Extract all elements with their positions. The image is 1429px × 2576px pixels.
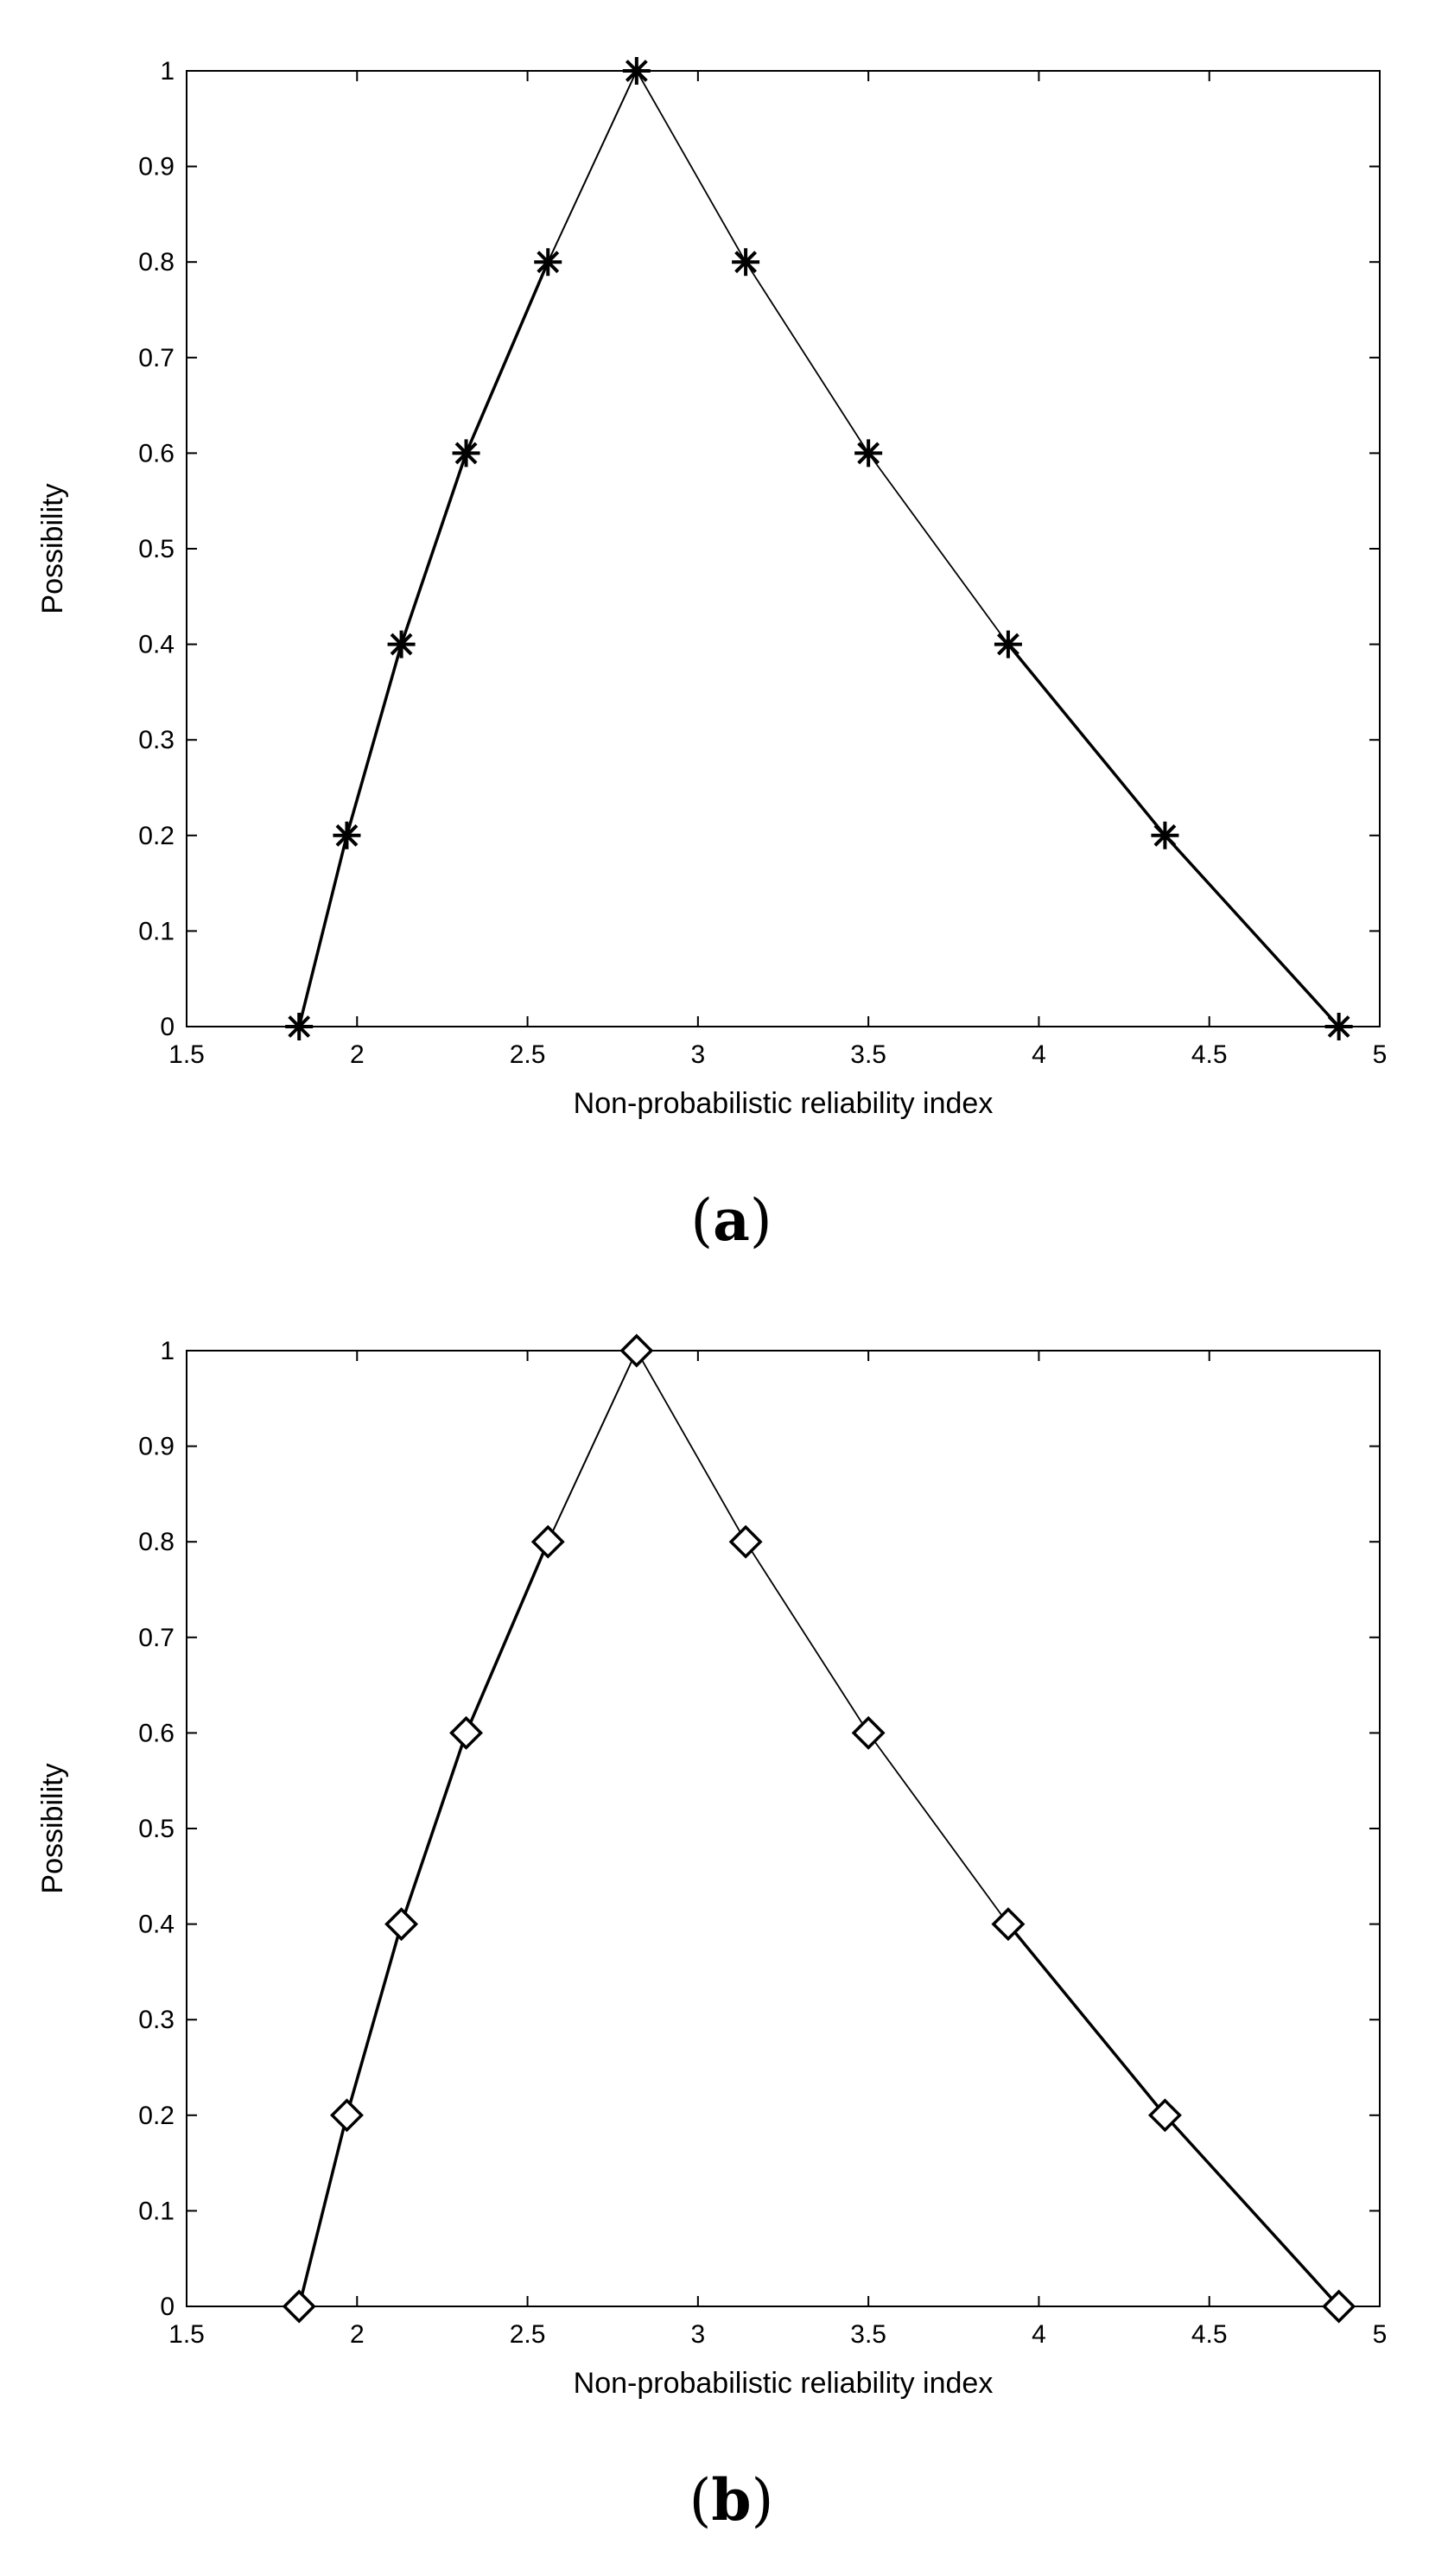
y-axis-title: Possibility [36,1763,69,1893]
y-tick-label: 0 [160,1013,175,1041]
y-tick-label: 0.2 [138,2102,175,2130]
series-segment [345,642,403,837]
x-axis-title: Non-probabilistic reliability index [574,2367,994,2400]
plot-area [186,70,1381,1027]
data-point-asterisk [285,1013,314,1040]
data-point-diamond [530,1524,565,1559]
data-point-asterisk [333,821,361,849]
plot-area [186,1350,1381,2307]
series-segment [547,70,638,264]
data-point-asterisk [1324,1013,1353,1040]
data-point-asterisk [387,630,416,658]
y-tick-label: 0 [160,2293,175,2321]
x-tick-label: 1.5 [168,2320,205,2349]
x-tick-label: 4.5 [1191,1040,1228,1069]
y-axis-title: Possibility [36,483,69,614]
data-point-asterisk [534,248,562,277]
series-segment [297,2114,349,2308]
series-segment [635,1350,746,1543]
series-segment [1007,1922,1167,2117]
y-tick-label: 0.3 [138,2006,175,2034]
series-segment [547,1350,638,1543]
data-point-diamond [384,1907,419,1942]
y-tick-label: 0.4 [138,631,175,659]
data-point-diamond [282,2289,316,2324]
y-tick-label: 0.9 [138,1433,175,1461]
y-tick-label: 0.6 [138,439,175,467]
x-tick-label: 3 [691,1040,706,1069]
y-tick-label: 0.5 [138,535,175,563]
y-tick-label: 0.5 [138,1815,175,1843]
y-tick-label: 0.9 [138,153,175,181]
data-point-asterisk [622,57,651,85]
data-point-diamond [1147,2098,1182,2133]
series-segment [399,451,468,646]
data-point-diamond [1322,2289,1356,2324]
series-segment [399,1731,468,1926]
x-tick-label: 2.5 [510,2320,546,2349]
data-point-diamond [329,2098,364,2133]
data-point-asterisk [452,439,480,467]
series-segment [867,452,1009,646]
panel-caption: (b) [689,2466,774,2534]
x-tick-label: 5 [1373,2320,1388,2349]
x-axis-title: Non-probabilistic reliability index [574,1087,994,1120]
x-tick-label: 1.5 [168,1040,205,1069]
y-tick-label: 0.7 [138,344,175,372]
panel-caption-letter: a [713,1186,750,1254]
y-tick-label: 0.8 [138,1528,175,1556]
series-segment [635,70,746,264]
data-point-diamond [991,1907,1026,1942]
data-point-asterisk [994,630,1022,658]
series-segment [464,1540,549,1735]
x-tick-label: 3.5 [850,2320,886,2349]
x-tick-label: 2 [350,2320,365,2349]
series-segment [464,260,549,455]
series-segment [745,1541,870,1734]
y-tick-label: 0.7 [138,1624,175,1652]
data-point-diamond [449,1715,484,1750]
data-point-diamond [851,1715,886,1750]
y-tick-label: 0.1 [138,917,175,945]
data-point-asterisk [1151,821,1179,849]
y-tick-label: 0.8 [138,248,175,277]
series-segment [745,261,870,455]
data-point-diamond [728,1524,763,1559]
panel-a: 1.5 2 2.5 3 3.5 4 4.5 5 0 0.1 0.2 0.3 0.4 0.5 0.6 0.7 0.… [36,57,1387,1254]
series-segment [1163,834,1341,1028]
x-tick-label: 3 [691,2320,706,2349]
series-segment [1163,2114,1341,2308]
panel-caption-letter: b [711,2466,751,2534]
series-segment [867,1732,1009,1925]
series-segment [297,834,349,1028]
y-tick-label: 0.2 [138,822,175,850]
series-segment [1007,642,1167,837]
x-tick-label: 3.5 [850,1040,886,1069]
x-tick-label: 2 [350,1040,365,1069]
data-point-asterisk [732,248,760,277]
data-point-diamond [619,1333,654,1368]
x-tick-label: 5 [1373,1040,1388,1069]
y-tick-label: 0.4 [138,1911,175,1939]
x-tick-label: 2.5 [510,1040,546,1069]
y-tick-label: 1 [160,1337,175,1365]
panel-b: 1.5 2 2.5 3 3.5 4 4.5 5 0 0.1 0.2 0.3 0.4 0.5 0.6 0.7 0.… [36,1333,1388,2534]
x-tick-label: 4 [1032,1040,1046,1069]
x-tick-label: 4.5 [1191,2320,1228,2349]
data-point-asterisk [854,439,883,467]
series-segment [345,1922,403,2117]
panel-caption: (a) [690,1186,772,1254]
y-tick-label: 1 [160,57,175,86]
y-tick-label: 0.6 [138,1719,175,1747]
y-tick-label: 0.1 [138,2197,175,2225]
x-tick-label: 4 [1032,2320,1046,2349]
y-tick-label: 0.3 [138,726,175,754]
